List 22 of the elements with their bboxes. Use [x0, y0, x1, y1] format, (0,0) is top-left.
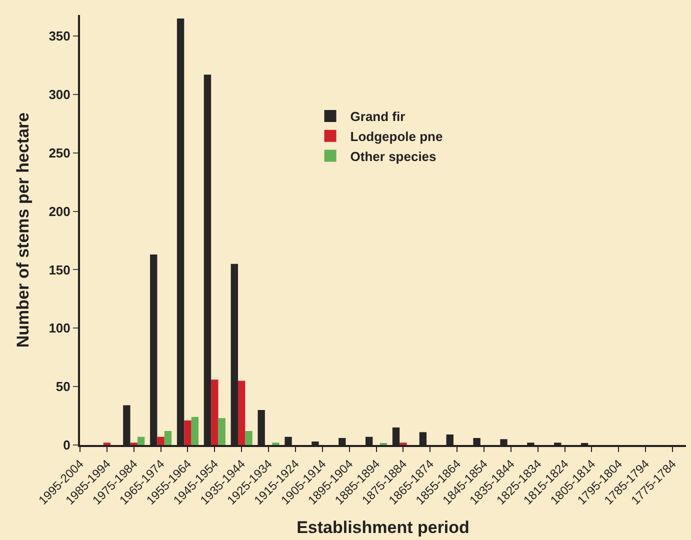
bar	[218, 418, 226, 445]
y-tick-label: 50	[56, 379, 70, 394]
bar	[211, 380, 218, 445]
legend-label: Other species	[350, 148, 436, 164]
bar	[184, 420, 192, 445]
y-tick-label: 250	[48, 145, 70, 160]
y-tick-label: 300	[48, 87, 70, 102]
y-tick-label: 100	[48, 320, 70, 336]
legend-label: Lodgepole pne	[350, 128, 443, 144]
bar	[238, 380, 246, 445]
bar	[191, 416, 199, 445]
bar	[245, 430, 252, 445]
y-tick-label: 0	[63, 438, 70, 453]
legend-label: Grand fir	[350, 109, 406, 124]
y-tick-label: 200	[48, 204, 70, 219]
bar	[157, 436, 164, 445]
bar	[137, 436, 145, 445]
y-tick-label: 350	[48, 28, 70, 44]
bar	[164, 430, 172, 445]
x-axis-title: Establishment period	[296, 518, 470, 538]
y-tick-label: 150	[48, 262, 70, 278]
y-axis-title: Number of stems per hectare	[14, 112, 33, 348]
